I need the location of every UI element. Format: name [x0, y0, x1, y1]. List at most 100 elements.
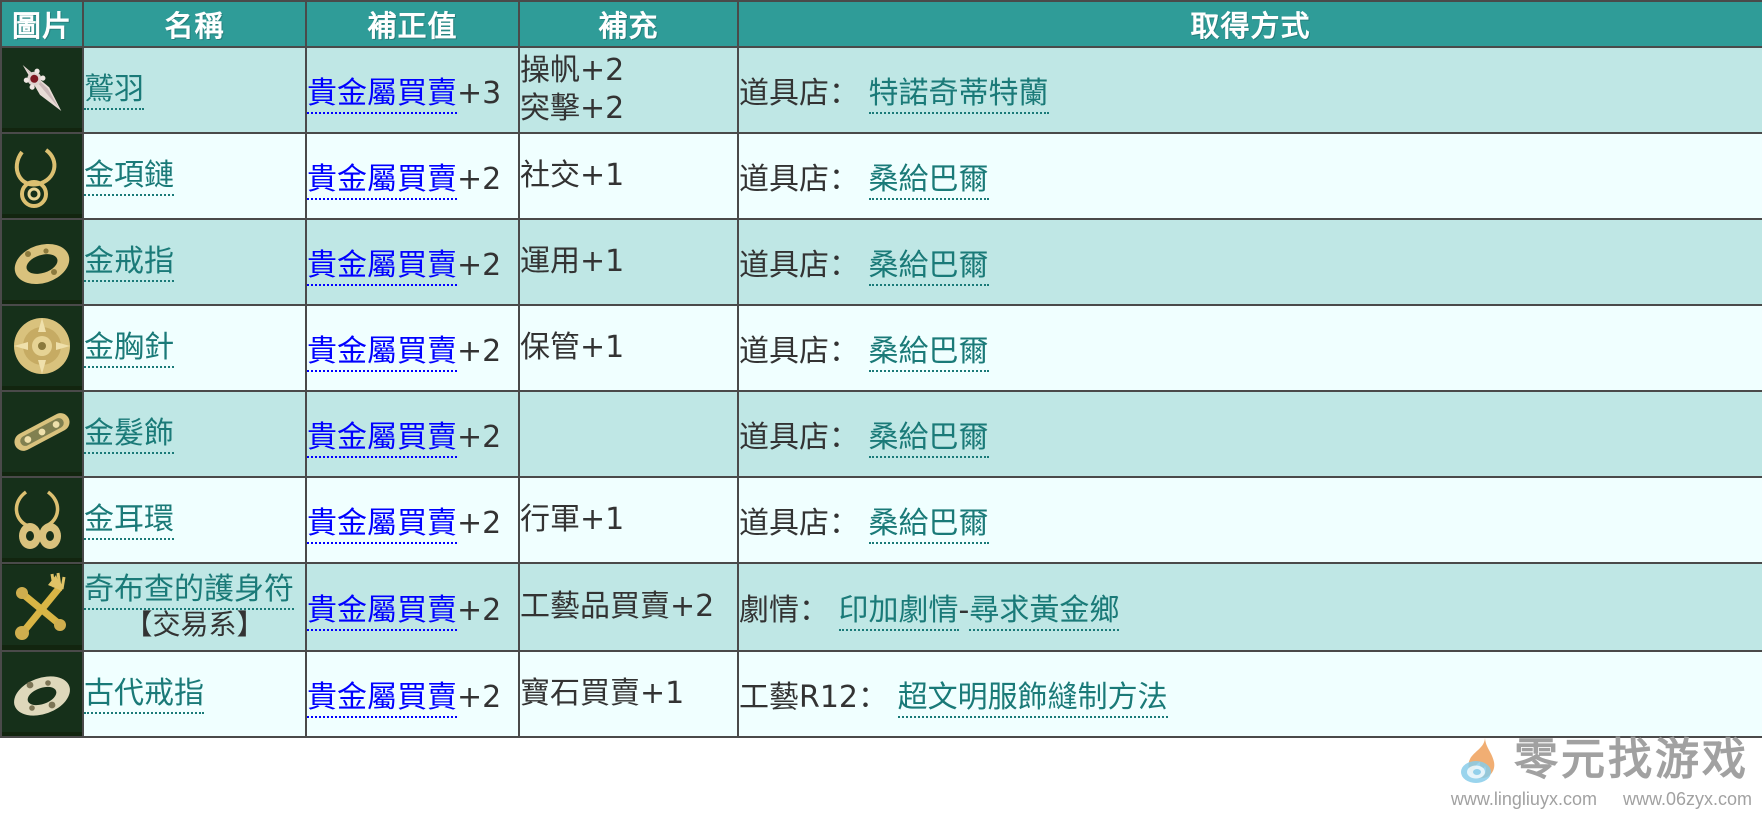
item-name-cell: 鷲羽 [82, 46, 307, 134]
adjust-skill-link[interactable]: 貴金屬買賣 [307, 420, 457, 458]
acquire-prefix: 劇情： [739, 593, 829, 628]
item-name-cell: 金髮飾 [82, 390, 307, 478]
adjust-value: +2 [457, 420, 502, 455]
acquire-link[interactable]: 特諾奇蒂特蘭 [868, 76, 1049, 114]
table-body: 鷲羽 貴金屬買賣+3 操帆+2 突擊+2 道具店： 特諾奇蒂特蘭 金項鏈 貴金屬買賣+2 社… [0, 46, 1762, 738]
gold-hairpin-icon [2, 392, 82, 476]
item-image-cell [0, 476, 84, 564]
acquire-link[interactable]: 桑給巴爾 [868, 334, 989, 372]
gold-brooch-icon [2, 306, 82, 390]
adjust-value-cell: 貴金屬買賣+2 [305, 218, 520, 306]
acquire-method-cell: 道具店： 桑給巴爾 [737, 304, 1762, 392]
acquire-method-cell: 道具店： 桑給巴爾 [737, 218, 1762, 306]
adjust-skill-link[interactable]: 貴金屬買賣 [307, 680, 457, 718]
adjust-value-cell: 貴金屬買賣+2 [305, 304, 520, 392]
item-name-link[interactable]: 金耳環 [84, 501, 174, 540]
gold-ring-icon [2, 220, 82, 304]
acquire-link[interactable]: 超文明服飾縫制方法 [897, 680, 1168, 718]
item-image-cell [0, 46, 84, 134]
table-row: 金髮飾 貴金屬買賣+2 道具店： 桑給巴爾 [0, 390, 1762, 478]
supplement-line: 行軍+1 [520, 501, 625, 537]
table-row: 古代戒指 貴金屬買賣+2 寶石買賣+1 工藝R12： 超文明服飾縫制方法 [0, 650, 1762, 738]
item-image-cell [0, 304, 84, 392]
acquire-prefix: 道具店： [739, 248, 859, 283]
adjust-value-cell: 貴金屬買賣+2 [305, 562, 520, 652]
item-image-cell [0, 132, 84, 220]
adjust-value: +2 [457, 248, 502, 283]
acquire-link[interactable]: 尋求黃金鄉 [969, 593, 1120, 631]
adjust-skill-link[interactable]: 貴金屬買賣 [307, 506, 457, 544]
item-name-link[interactable]: 金胸針 [84, 329, 174, 368]
supplement-cell: 運用+1 [518, 218, 739, 306]
watermark-brand: 零元找游戏 [1513, 734, 1749, 785]
item-name-link[interactable]: 金項鏈 [84, 157, 174, 196]
adjust-value-cell: 貴金屬買賣+3 [305, 46, 520, 134]
acquire-method-cell: 道具店： 桑給巴爾 [737, 476, 1762, 564]
supplement-cell: 行軍+1 [518, 476, 739, 564]
item-name-cell: 古代戒指 [82, 650, 307, 738]
acquire-method-cell: 道具店： 桑給巴爾 [737, 390, 1762, 478]
item-name-link[interactable]: 金髮飾 [84, 415, 174, 454]
adjust-skill-link[interactable]: 貴金屬買賣 [307, 248, 457, 286]
column-header-image: 圖片 [0, 0, 84, 48]
acquire-prefix: 道具店： [739, 506, 859, 541]
site-watermark: 零元找游戏 www.lingliuyx.com www.06zyx.com [1451, 734, 1752, 810]
ancient-ring-icon [2, 652, 82, 736]
acquire-link[interactable]: 桑給巴爾 [868, 420, 989, 458]
acquire-prefix: 道具店： [739, 420, 859, 455]
supplement-line: 社交+1 [520, 157, 625, 193]
item-name-link[interactable]: 古代戒指 [84, 675, 204, 714]
acquire-link[interactable]: 桑給巴爾 [868, 162, 989, 200]
item-name-link[interactable]: 金戒指 [84, 243, 174, 282]
item-name-link[interactable]: 奇布查的護身符 [84, 571, 294, 610]
acquire-prefix: 道具店： [739, 334, 859, 369]
gold-necklace-icon [2, 134, 82, 218]
column-header-adjust: 補正值 [305, 0, 520, 48]
acquire-link[interactable]: 桑給巴爾 [868, 506, 989, 544]
acquire-prefix: 工藝R12： [739, 680, 889, 715]
table-row: 金胸針 貴金屬買賣+2 保管+1 道具店： 桑給巴爾 [0, 304, 1762, 392]
supplement-line: 保管+1 [520, 329, 625, 365]
item-image-cell [0, 650, 84, 738]
adjust-value: +2 [457, 162, 502, 197]
supplement-cell: 操帆+2 突擊+2 [518, 46, 739, 134]
adjust-value: +2 [457, 334, 502, 369]
supplement-line: 突擊+2 [520, 91, 625, 126]
table-row: 鷲羽 貴金屬買賣+3 操帆+2 突擊+2 道具店： 特諾奇蒂特蘭 [0, 46, 1762, 134]
item-table: 圖片 名稱 補正值 補充 取得方式 鷲羽 貴金屬買賣+3 操帆+2 突擊+2 道具店： … [0, 0, 1762, 738]
item-name-cell: 金項鏈 [82, 132, 307, 220]
gold-earring-icon [2, 478, 82, 562]
acquire-method-cell: 劇情： 印加劇情-尋求黃金鄉 [737, 562, 1762, 652]
item-name-cell: 金戒指 [82, 218, 307, 306]
item-name-link[interactable]: 鷲羽 [84, 71, 144, 110]
flame-icon [1454, 734, 1506, 786]
table-header: 圖片 名稱 補正值 補充 取得方式 [0, 0, 1762, 48]
table-row: 金戒指 貴金屬買賣+2 運用+1 道具店： 桑給巴爾 [0, 218, 1762, 306]
table-row: 奇布查的護身符 【交易系】 貴金屬買賣+2 工藝品買賣+2 劇情： 印加劇情-尋求黃金鄉 [0, 562, 1762, 652]
acquire-prefix: 道具店： [739, 76, 859, 111]
supplement-line: 工藝品買賣+2 [520, 588, 715, 624]
adjust-value: +2 [457, 506, 502, 541]
supplement-cell: 寶石買賣+1 [518, 650, 739, 738]
supplement-line: 寶石買賣+1 [520, 675, 685, 711]
adjust-skill-link[interactable]: 貴金屬買賣 [307, 162, 457, 200]
item-image-cell [0, 218, 84, 306]
adjust-skill-link[interactable]: 貴金屬買賣 [307, 76, 457, 114]
header-row: 圖片 名稱 補正值 補充 取得方式 [0, 0, 1762, 48]
acquire-link[interactable]: 印加劇情 [838, 593, 959, 631]
adjust-skill-link[interactable]: 貴金屬買賣 [307, 334, 457, 372]
adjust-value-cell: 貴金屬買賣+2 [305, 132, 520, 220]
item-image-cell [0, 390, 84, 478]
column-header-supplement: 補充 [518, 0, 739, 48]
adjust-skill-link[interactable]: 貴金屬買賣 [307, 593, 457, 631]
adjust-value: +2 [457, 593, 502, 628]
golden-amulet-icon [2, 565, 82, 649]
adjust-value: +2 [457, 680, 502, 715]
watermark-url-primary: www.lingliuyx.com [1450, 789, 1597, 809]
acquire-link[interactable]: 桑給巴爾 [868, 248, 989, 286]
supplement-cell [518, 390, 739, 478]
supplement-cell: 工藝品買賣+2 [518, 562, 739, 652]
item-name-subtitle: 【交易系】 [124, 608, 265, 642]
item-name-cell: 奇布查的護身符 【交易系】 [82, 562, 307, 652]
acquire-method-cell: 道具店： 桑給巴爾 [737, 132, 1762, 220]
